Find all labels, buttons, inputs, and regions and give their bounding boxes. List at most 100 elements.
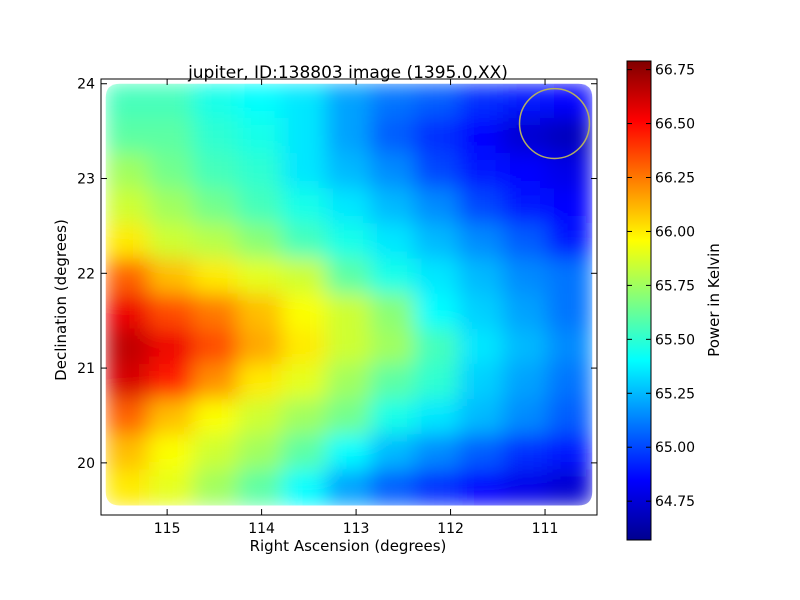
- heatmap-cell: [502, 258, 550, 296]
- heatmap-cell: [148, 153, 196, 191]
- heatmap-cell: [370, 258, 417, 296]
- heatmap-cell: [325, 293, 373, 331]
- heatmap-cell: [458, 328, 505, 366]
- heatmap-cell: [105, 153, 151, 191]
- heatmap-cell: [193, 399, 240, 437]
- y-axis-label: Declination (degrees): [52, 219, 70, 381]
- colorbar-tick-label: 66.50: [655, 117, 695, 133]
- heatmap-cell: [502, 363, 550, 402]
- heatmap-cell: [281, 293, 328, 331]
- heatmap-cell: [148, 363, 196, 402]
- heatmap-cell: [414, 223, 461, 261]
- heatmap-cell: [193, 258, 240, 296]
- heatmap-cell: [105, 223, 151, 261]
- heatmap-cell: [148, 293, 196, 331]
- heatmap-cell: [547, 399, 593, 437]
- heatmap-cell: [237, 434, 284, 472]
- heatmap-cell: [237, 363, 284, 402]
- heatmap-cell: [281, 258, 328, 296]
- colorbar-tick-label: 66.00: [655, 224, 695, 240]
- x-tick-label: 115: [154, 521, 181, 537]
- heatmap-cell: [281, 469, 328, 506]
- heatmap-cell: [458, 153, 505, 191]
- heatmap-cell: [414, 188, 461, 226]
- heatmap-cell: [193, 469, 240, 506]
- heatmap-cell: [325, 328, 373, 366]
- heatmap-cell: [237, 258, 284, 296]
- colorbar-label: Power in Kelvin: [705, 243, 723, 357]
- heatmap-cell: [458, 83, 505, 120]
- heatmap-cell: [370, 117, 417, 156]
- heatmap-cell: [281, 399, 328, 437]
- heatmap-cell: [458, 223, 505, 261]
- heatmap-cell: [193, 328, 240, 366]
- heatmap-cell: [105, 258, 151, 296]
- heatmap-cell: [105, 83, 151, 120]
- heatmap-cell: [237, 153, 284, 191]
- heatmap-cell: [105, 363, 151, 402]
- heatmap-cell: [325, 117, 373, 156]
- heatmap-cell: [148, 117, 196, 156]
- heatmap-cell: [281, 363, 328, 402]
- y-tick-label: 22: [77, 266, 95, 282]
- heatmap-cell: [547, 223, 593, 261]
- heatmap-cell: [370, 434, 417, 472]
- heatmap-cell: [547, 83, 593, 120]
- heatmap-cell: [105, 188, 151, 226]
- heatmap-cell: [148, 469, 196, 506]
- heatmap-cell: [414, 83, 461, 120]
- heatmap-cell: [148, 399, 196, 437]
- heatmap-cell: [237, 469, 284, 506]
- beam-circle-annotation: [518, 87, 591, 160]
- x-tick-label: 114: [248, 521, 275, 537]
- y-tick-label: 23: [77, 172, 95, 188]
- heatmap-cell: [325, 223, 373, 261]
- x-tick-label: 112: [437, 521, 464, 537]
- heatmap-cell: [370, 469, 417, 506]
- heatmap-cell: [502, 83, 550, 120]
- x-tick-label: 113: [343, 521, 370, 537]
- heatmap-cell: [281, 434, 328, 472]
- heatmap-cell: [414, 153, 461, 191]
- heatmap-cell: [325, 188, 373, 226]
- heatmap-cell: [105, 293, 151, 331]
- heatmap-cell: [105, 117, 151, 156]
- heatmap-cell: [458, 117, 505, 156]
- heatmap-cell: [502, 328, 550, 366]
- heatmap-cell: [193, 434, 240, 472]
- heatmap-cell: [105, 434, 151, 472]
- heatmap-cell: [325, 83, 373, 120]
- heatmap-cell: [237, 223, 284, 261]
- colorbar-tick-label: 65.25: [655, 386, 695, 402]
- heatmap-cell: [370, 363, 417, 402]
- heatmap-cell: [414, 117, 461, 156]
- heatmap-cell: [502, 469, 550, 506]
- heatmap-cell: [148, 258, 196, 296]
- plot-area: 115 114 113 112 111 20 21 22 23 24: [77, 77, 598, 537]
- heatmap-cell: [458, 258, 505, 296]
- x-axis-label: Right Ascension (degrees): [250, 537, 447, 555]
- heatmap-cell: [547, 188, 593, 226]
- heatmap-cell: [325, 469, 373, 506]
- heatmap-cell: [148, 434, 196, 472]
- heatmap-cell: [414, 328, 461, 366]
- heatmap-cell: [370, 153, 417, 191]
- y-tick-label: 21: [77, 361, 95, 377]
- heatmap-cell: [414, 469, 461, 506]
- heatmap-cell: [325, 258, 373, 296]
- heatmap-cell: [281, 117, 328, 156]
- heatmap-cell: [458, 293, 505, 331]
- heatmap-cell: [370, 83, 417, 120]
- heatmap-cell: [502, 188, 550, 226]
- heatmap-cell: [325, 363, 373, 402]
- heatmap-cell: [105, 399, 151, 437]
- colorbar-tick-label: 65.75: [655, 278, 695, 294]
- heatmap-cell: [281, 188, 328, 226]
- heatmap-cell: [281, 83, 328, 120]
- heatmap-cell: [458, 363, 505, 402]
- heatmap-cell: [547, 328, 593, 366]
- heatmap-cell: [547, 258, 593, 296]
- heatmap-cell: [502, 223, 550, 261]
- heatmap-cell: [414, 363, 461, 402]
